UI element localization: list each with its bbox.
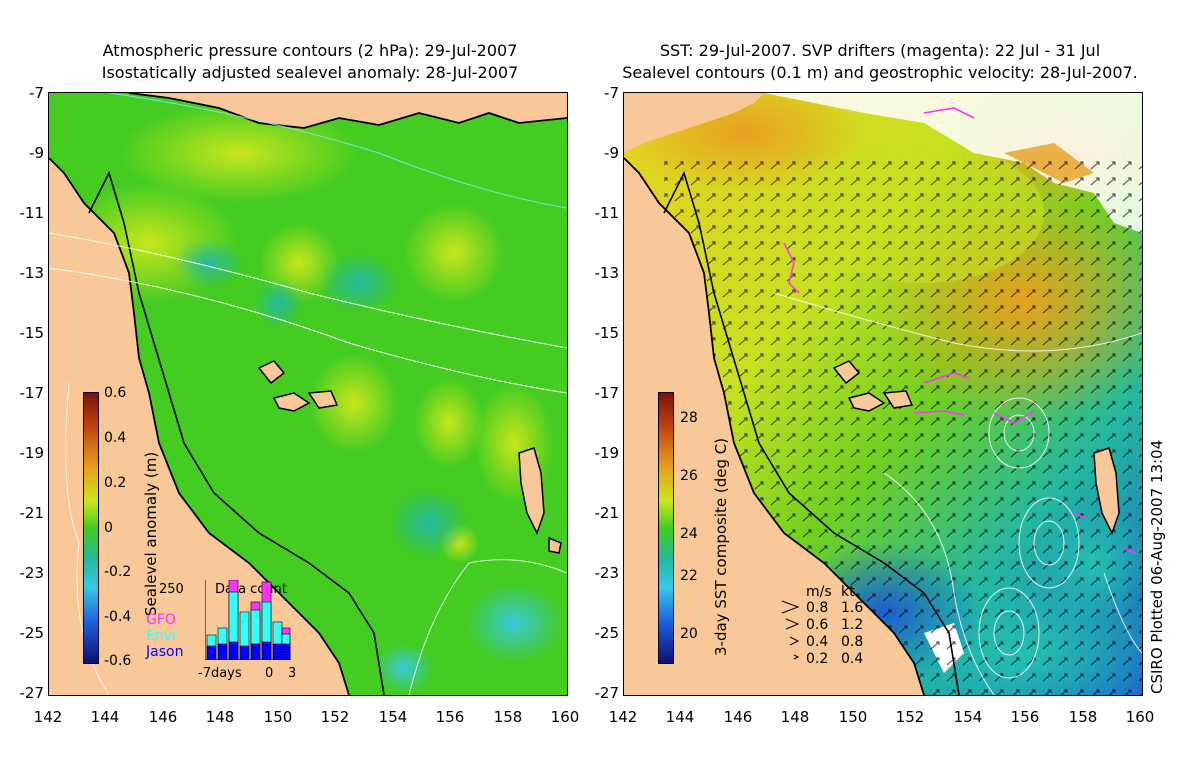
sst-colorbar bbox=[658, 392, 674, 664]
y-tick: -11 bbox=[594, 204, 620, 222]
plotted-timestamp: CSIRO Plotted 06-Aug-2007 13:04 bbox=[1148, 439, 1166, 694]
left-title-line2: Isostatically adjusted sealevel anomaly:… bbox=[101, 63, 519, 82]
sst-colorbar-label: 3-day SST composite (deg C) bbox=[712, 437, 730, 656]
y-tick: -27 bbox=[19, 684, 45, 702]
x-tick: 142 bbox=[608, 708, 638, 726]
x-tick: 154 bbox=[378, 708, 408, 726]
speed-legend-arrows bbox=[781, 600, 800, 660]
legend-envi: Envi bbox=[146, 628, 176, 644]
new-guinea-land bbox=[49, 93, 567, 128]
y-tick: -9 bbox=[604, 144, 619, 162]
sealevel-map bbox=[49, 93, 567, 695]
y-tick: -25 bbox=[19, 624, 45, 642]
australia-land bbox=[49, 158, 349, 695]
x-tick: 154 bbox=[953, 708, 983, 726]
y-tick: -19 bbox=[594, 444, 620, 462]
sla-colorbar-label: Sealevel anomaly (m) bbox=[142, 451, 160, 616]
hist-x-tick: -7days bbox=[198, 666, 242, 681]
x-tick: 152 bbox=[895, 708, 925, 726]
speed-legend-kt: 1.6 bbox=[841, 600, 864, 616]
left-title-line1: Atmospheric pressure contours (2 hPa): 2… bbox=[102, 41, 518, 60]
y-tick: -25 bbox=[594, 624, 620, 642]
y-tick: -7 bbox=[29, 84, 44, 102]
hist-x-tick: 3 bbox=[288, 666, 297, 681]
sst-map bbox=[624, 93, 1142, 695]
speed-legend-ms: 0.6 bbox=[806, 617, 829, 633]
sla-cb-tick: -0.2 bbox=[104, 564, 132, 580]
y-tick: -11 bbox=[19, 204, 45, 222]
sla-cb-tick: 0.2 bbox=[104, 475, 127, 491]
y-tick: -9 bbox=[29, 144, 44, 162]
sealevel-contours bbox=[773, 292, 1142, 695]
sla-cb-tick: 0 bbox=[104, 520, 113, 536]
sst-cb-tick: 22 bbox=[680, 568, 698, 584]
sst-cb-tick: 20 bbox=[680, 626, 698, 642]
x-tick: 156 bbox=[435, 708, 465, 726]
y-tick: -17 bbox=[19, 384, 45, 402]
y-tick: -7 bbox=[604, 84, 619, 102]
x-tick: 146 bbox=[723, 708, 753, 726]
speed-legend-header-ms: m/s bbox=[806, 584, 832, 600]
x-tick: 150 bbox=[838, 708, 868, 726]
sst-cb-tick: 28 bbox=[680, 410, 698, 426]
x-tick: 160 bbox=[550, 708, 580, 726]
x-tick: 144 bbox=[90, 708, 120, 726]
sla-colorbar bbox=[83, 392, 99, 664]
sst-map-panel bbox=[623, 92, 1143, 696]
sla-cb-tick: -0.4 bbox=[104, 609, 132, 625]
x-tick: 156 bbox=[1010, 708, 1040, 726]
y-tick: -23 bbox=[19, 564, 45, 582]
x-tick: 144 bbox=[665, 708, 695, 726]
x-tick: 150 bbox=[263, 708, 293, 726]
hist-x-tick: 0 bbox=[265, 666, 274, 681]
x-tick: 148 bbox=[780, 708, 810, 726]
sla-cb-tick: 0.6 bbox=[104, 385, 127, 401]
legend-gfo: GFO bbox=[146, 612, 176, 628]
sst-cb-tick: 26 bbox=[680, 468, 698, 484]
legend-jason: Jason bbox=[146, 644, 184, 660]
speed-legend-ms: 0.4 bbox=[806, 634, 829, 650]
speed-legend-ms: 0.8 bbox=[806, 600, 829, 616]
x-tick: 158 bbox=[1068, 708, 1098, 726]
x-tick: 160 bbox=[1125, 708, 1155, 726]
speed-legend-kt: 0.4 bbox=[841, 651, 864, 667]
y-tick: -15 bbox=[594, 324, 620, 342]
y-tick: -13 bbox=[19, 264, 45, 282]
sla-cb-tick: -0.6 bbox=[104, 653, 132, 669]
hist-y-tick: 250 bbox=[159, 582, 184, 597]
y-tick: -23 bbox=[594, 564, 620, 582]
svp-drifter-tracks bbox=[783, 107, 1137, 554]
sst-cb-tick: 24 bbox=[680, 526, 698, 542]
speed-legend-ms: 0.2 bbox=[806, 651, 829, 667]
y-tick: -27 bbox=[594, 684, 620, 702]
x-tick: 158 bbox=[493, 708, 523, 726]
speed-legend-kt: 0.8 bbox=[841, 634, 864, 650]
speed-legend-kt: 1.2 bbox=[841, 617, 864, 633]
x-tick: 148 bbox=[205, 708, 235, 726]
x-tick: 152 bbox=[320, 708, 350, 726]
y-tick: -21 bbox=[594, 504, 620, 522]
right-title-line2: Sealevel contours (0.1 m) and geostrophi… bbox=[622, 63, 1138, 82]
x-tick: 142 bbox=[33, 708, 63, 726]
y-tick: -13 bbox=[594, 264, 620, 282]
y-tick: -15 bbox=[19, 324, 45, 342]
speed-legend-header-kt: kt bbox=[841, 584, 855, 600]
right-title-line1: SST: 29-Jul-2007. SVP drifters (magenta)… bbox=[659, 41, 1101, 60]
y-tick: -17 bbox=[594, 384, 620, 402]
hist-bars bbox=[205, 580, 291, 660]
sealevel-map-panel bbox=[48, 92, 568, 696]
sla-cb-tick: 0.4 bbox=[104, 430, 127, 446]
x-tick: 146 bbox=[148, 708, 178, 726]
y-tick: -19 bbox=[19, 444, 45, 462]
y-tick: -21 bbox=[19, 504, 45, 522]
australia-land-sst bbox=[624, 158, 924, 695]
